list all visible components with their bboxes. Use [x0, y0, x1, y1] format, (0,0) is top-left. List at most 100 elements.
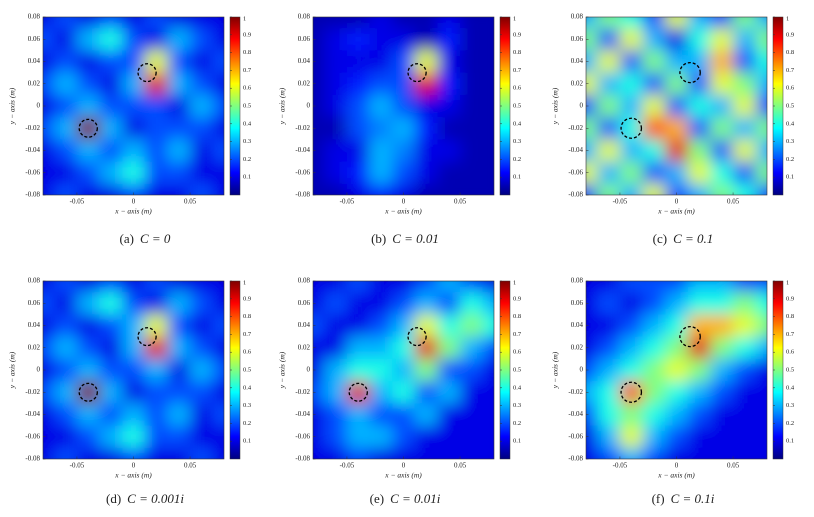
- x-tick-label: 0.05: [727, 462, 740, 470]
- heat-cell: [43, 381, 55, 404]
- colorbar-tick-label: 0.5: [786, 102, 794, 109]
- heat-cell: [144, 403, 168, 427]
- heat-cell: [324, 425, 348, 449]
- heat-cell: [99, 50, 123, 74]
- colorbar-tick-label: 0.8: [786, 313, 794, 320]
- heat-cell: [665, 358, 689, 382]
- heat-cell: [392, 117, 416, 140]
- x-tick-label: 0.05: [184, 462, 197, 470]
- heat-cell: [619, 336, 644, 360]
- heat-cell: [597, 403, 621, 427]
- heat-cell: [392, 425, 416, 449]
- y-tick-label: 0.02: [571, 79, 584, 87]
- y-axis-label: y − axis (m): [551, 351, 560, 389]
- heat-cell: [482, 314, 494, 338]
- colorbar-tick-label: 0.7: [786, 67, 795, 74]
- caption-label: (b): [371, 231, 386, 246]
- heat-cell: [346, 50, 371, 74]
- panel: -0.05 0 0.05 -0.08 -0.06 -0.04 -0.02 0 0.02 0.04 0…: [8, 277, 252, 506]
- heat-cell: [597, 381, 621, 404]
- heat-cell: [460, 28, 484, 51]
- heat-cell: [437, 403, 461, 427]
- heat-cell: [122, 292, 146, 315]
- colorbar-tick-label: 0.6: [786, 85, 795, 92]
- heat-cell: [755, 447, 767, 459]
- colorbar-tick-label: 0.8: [513, 313, 521, 320]
- heat-cell: [99, 381, 123, 404]
- heat-cell: [733, 50, 757, 74]
- heat-cell: [76, 94, 101, 118]
- heat-cell: [190, 281, 214, 293]
- y-axis-label: y − axis (m): [8, 351, 17, 389]
- heat-cell: [99, 292, 123, 315]
- y-axis-label: y − axis (m): [8, 87, 17, 125]
- colorbar-tick-label: 0.7: [243, 67, 252, 74]
- heat-cell: [755, 425, 767, 449]
- heat-cell: [665, 425, 689, 449]
- heat-cell: [414, 381, 438, 404]
- heat-cell: [76, 161, 101, 185]
- heat-cell: [212, 425, 224, 449]
- colorbar-tick-label: 0.9: [513, 295, 521, 302]
- heat-cell: [99, 425, 123, 449]
- heat-cell: [642, 72, 666, 96]
- heat-cell: [482, 94, 494, 118]
- heat-cell: [99, 358, 123, 382]
- heat-cell: [190, 314, 214, 338]
- heat-cell: [414, 139, 438, 163]
- heat-cell: [586, 281, 598, 293]
- heat-cell: [392, 94, 416, 118]
- heat-cell: [122, 28, 146, 51]
- x-tick-label: 0.05: [727, 198, 740, 206]
- heat-cell: [687, 94, 711, 118]
- heat-cell: [313, 28, 325, 51]
- target-circle: [620, 381, 643, 403]
- heat-cell: [76, 117, 101, 140]
- heat-cell: [212, 281, 224, 293]
- heat-cell: [43, 117, 55, 140]
- heat-cell: [122, 94, 146, 118]
- colorbar-tick-label: 0.1: [243, 174, 251, 181]
- y-tick-label: -0.08: [568, 455, 583, 463]
- colorbar-tick-label: 0.4: [243, 120, 252, 127]
- heat-cell: [324, 161, 348, 185]
- heat-cell: [99, 94, 123, 118]
- heat-cell: [43, 17, 55, 29]
- heat-cell: [313, 50, 325, 74]
- field-cells: [43, 281, 224, 459]
- heat-cell: [313, 72, 325, 96]
- heat-cell: [212, 72, 224, 96]
- heat-cell: [346, 28, 371, 51]
- heat-cell: [369, 281, 393, 293]
- heat-cell: [76, 358, 101, 382]
- target-circle: [137, 327, 157, 347]
- heat-cell: [313, 336, 325, 360]
- heat-cell: [392, 161, 416, 185]
- heat-cell: [687, 183, 711, 195]
- colorbar-tick-label: 0.7: [786, 331, 795, 338]
- heat-cell: [586, 28, 598, 51]
- y-tick-label: 0.08: [571, 13, 584, 21]
- heat-cell: [346, 381, 371, 404]
- heat-cell: [642, 281, 666, 293]
- heat-cell: [167, 183, 191, 195]
- heat-cell: [76, 381, 101, 404]
- heat-cell: [43, 425, 55, 449]
- heat-cell: [76, 281, 101, 293]
- heat-cell: [733, 94, 757, 118]
- heat-cell: [190, 28, 214, 51]
- y-tick-label: -0.08: [25, 455, 40, 463]
- heat-cell: [414, 17, 438, 29]
- heat-cell: [190, 358, 214, 382]
- y-tick-label: 0.06: [28, 35, 41, 43]
- heat-cell: [369, 50, 393, 74]
- heat-cell: [54, 336, 78, 360]
- heat-cell: [733, 139, 757, 163]
- y-tick-label: 0.06: [298, 299, 311, 307]
- y-tick-label: -0.04: [295, 410, 310, 418]
- heat-cell: [482, 50, 494, 74]
- y-tick-label: 0: [37, 102, 41, 110]
- heat-cell: [212, 447, 224, 459]
- heat-cell: [144, 161, 168, 185]
- heat-cell: [212, 17, 224, 29]
